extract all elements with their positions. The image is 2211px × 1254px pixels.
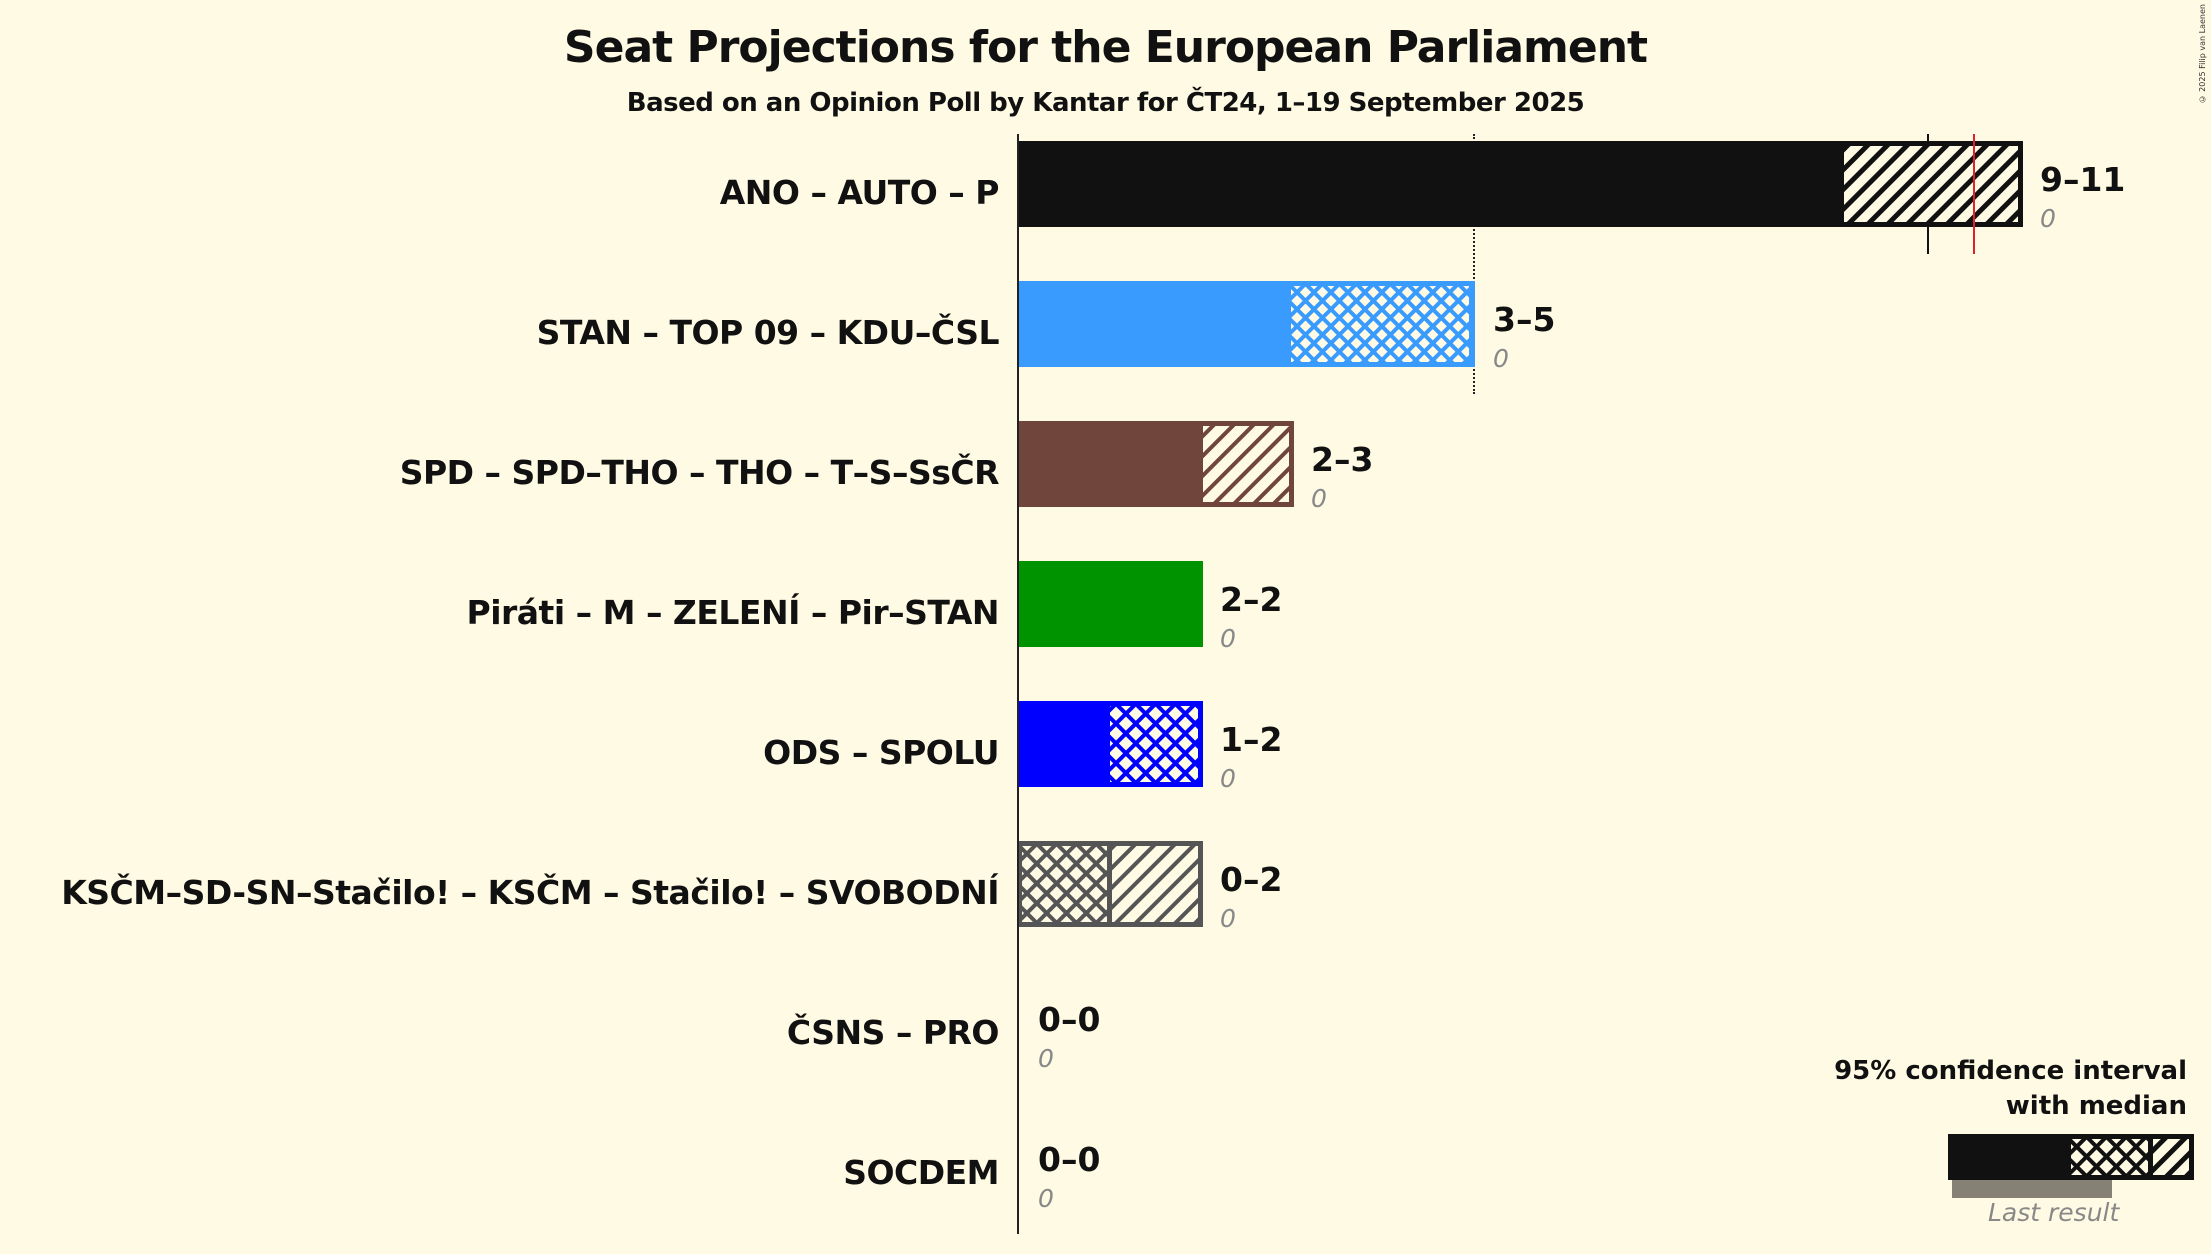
last-result-csns: 0 xyxy=(1038,1044,1054,1073)
range-kscm: 0–2 xyxy=(1220,860,1283,899)
range-ods: 1–2 xyxy=(1220,720,1283,759)
party-label-csns: ČSNS – PRO xyxy=(786,1013,1000,1052)
party-label-ano: ANO – AUTO – P xyxy=(719,173,1000,212)
legend-title-line2: with median xyxy=(2005,1091,2187,1121)
legend-last-result: Last result xyxy=(1988,1198,2120,1227)
bar-spd xyxy=(1017,421,1294,507)
last-result-kscm: 0 xyxy=(1220,904,1236,933)
bar-kscm xyxy=(1017,841,1203,927)
reference-line-5-seats xyxy=(1473,134,1475,394)
range-pirati: 2–2 xyxy=(1220,580,1283,619)
range-csns: 0–0 xyxy=(1038,1000,1101,1039)
party-label-pirati: Piráti – M – ZELENÍ – Pir–STAN xyxy=(466,593,1000,632)
range-ano: 9–11 xyxy=(2040,160,2126,199)
bar-stan xyxy=(1017,281,1475,367)
bar-ods xyxy=(1017,701,1203,787)
bar-ano xyxy=(1017,141,2023,227)
last-result-stan: 0 xyxy=(1493,344,1509,373)
last-result-ano: 0 xyxy=(2040,204,2056,233)
legend-title: 95% confidence interval with median xyxy=(1834,1054,2187,1124)
party-label-ods: ODS – SPOLU xyxy=(763,733,999,772)
last-result-socdem: 0 xyxy=(1038,1184,1054,1213)
last-result-ods: 0 xyxy=(1220,764,1236,793)
legend-bar xyxy=(1948,1134,2194,1198)
majority-line xyxy=(1973,134,1975,254)
party-label-kscm: KSČM–SD-SN–Stačilo! – KSČM – Stačilo! – … xyxy=(61,873,999,912)
bar-pirati xyxy=(1017,561,1203,647)
chart-subtitle: Based on an Opinion Poll by Kantar for Č… xyxy=(626,88,1585,118)
party-label-stan: STAN – TOP 09 – KDU–ČSL xyxy=(536,313,1000,352)
y-axis-line xyxy=(1017,134,1019,1234)
copyright: © 2025 Filip van Laenen xyxy=(2198,4,2207,104)
party-label-socdem: SOCDEM xyxy=(843,1153,999,1192)
range-stan: 3–5 xyxy=(1493,300,1556,339)
range-spd: 2–3 xyxy=(1311,440,1374,479)
party-label-spd: SPD – SPD–THO – THO – T–S–SsČR xyxy=(399,453,1000,492)
chart-title: Seat Projections for the European Parlia… xyxy=(563,22,1648,73)
last-result-spd: 0 xyxy=(1311,484,1327,513)
range-socdem: 0–0 xyxy=(1038,1140,1101,1179)
legend-title-line1: 95% confidence interval xyxy=(1834,1056,2187,1086)
last-result-pirati: 0 xyxy=(1220,624,1236,653)
